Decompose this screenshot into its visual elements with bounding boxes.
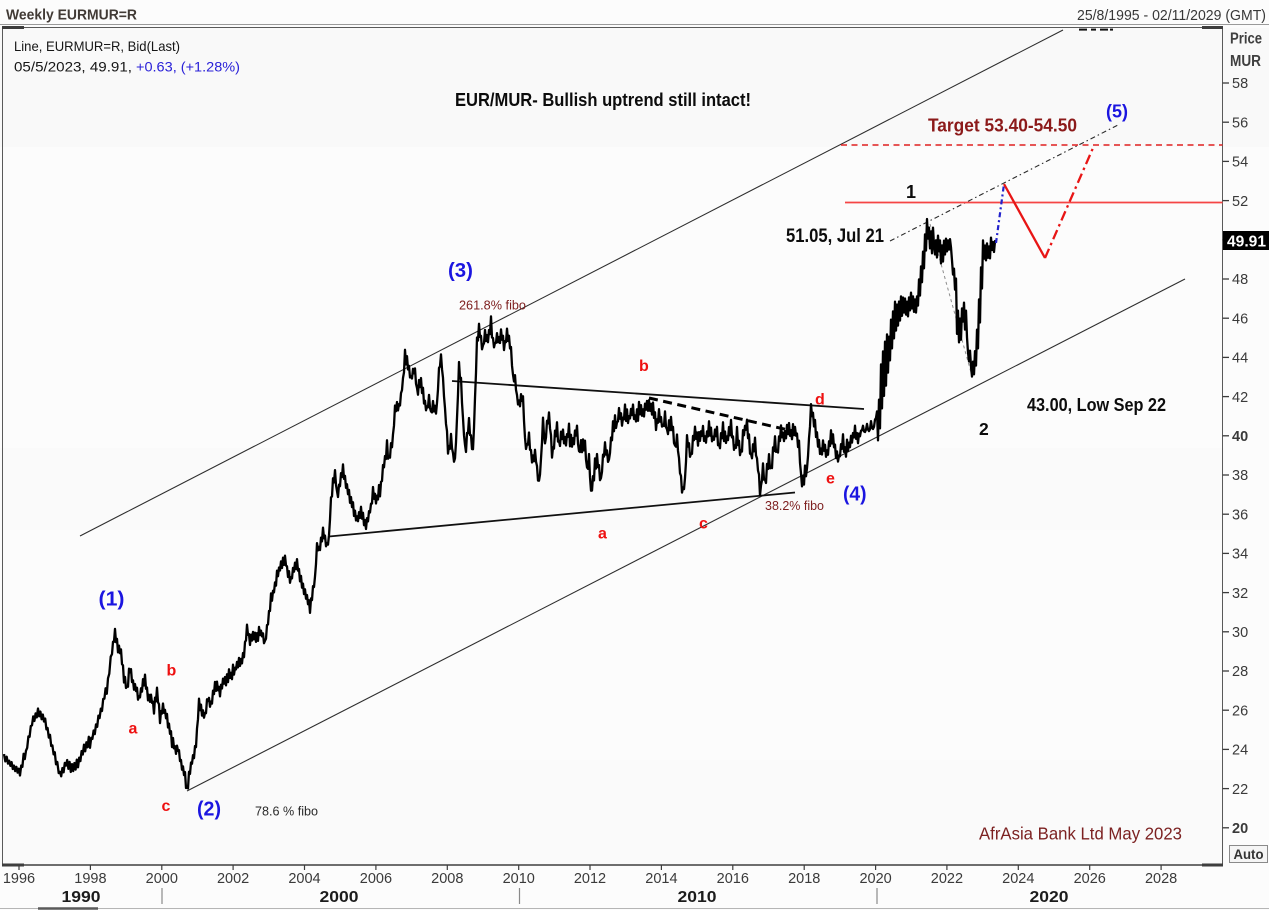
svg-text:1996: 1996 (3, 871, 35, 887)
svg-text:1: 1 (906, 182, 916, 202)
svg-text:c: c (699, 516, 708, 533)
svg-text:Price: Price (1230, 31, 1262, 48)
svg-text:2010: 2010 (678, 889, 717, 906)
svg-text:a: a (598, 526, 607, 543)
svg-text:(5): (5) (1106, 102, 1128, 122)
svg-text:78.6 % fibo: 78.6 % fibo (255, 805, 318, 819)
svg-text:2010: 2010 (503, 871, 535, 887)
svg-text:2020: 2020 (859, 871, 891, 887)
svg-text:1990: 1990 (62, 889, 101, 906)
svg-text:2022: 2022 (931, 871, 963, 887)
svg-text:51.05, Jul 21: 51.05, Jul 21 (786, 226, 884, 247)
svg-text:30: 30 (1232, 625, 1248, 641)
svg-text:42: 42 (1232, 390, 1248, 406)
svg-text:2016: 2016 (717, 871, 749, 887)
svg-text:Line, EURMUR=R, Bid(Last): Line, EURMUR=R, Bid(Last) (14, 38, 180, 54)
svg-text:2014: 2014 (645, 871, 677, 887)
svg-text:24: 24 (1232, 743, 1248, 759)
svg-text:1998: 1998 (74, 871, 106, 887)
svg-text:a: a (129, 721, 138, 738)
svg-text:32: 32 (1232, 586, 1248, 602)
svg-text:22: 22 (1232, 782, 1248, 798)
svg-text:2026: 2026 (1074, 871, 1106, 887)
svg-text:e: e (826, 471, 835, 488)
svg-text:2: 2 (979, 419, 989, 439)
svg-text:25/8/1995 - 02/11/2029 (GMT): 25/8/1995 - 02/11/2029 (GMT) (1077, 8, 1266, 24)
svg-text:2006: 2006 (360, 871, 392, 887)
svg-text:36: 36 (1232, 507, 1248, 523)
svg-text:(3): (3) (448, 260, 473, 282)
svg-text:2018: 2018 (788, 871, 820, 887)
svg-text:34: 34 (1232, 547, 1248, 563)
svg-text:2000: 2000 (146, 871, 178, 887)
svg-text:38.2% fibo: 38.2% fibo (765, 499, 824, 513)
svg-text:(1): (1) (99, 589, 125, 611)
svg-text:26: 26 (1232, 703, 1248, 719)
svg-text:AfrAsia Bank Ltd May 2023: AfrAsia Bank Ltd May 2023 (979, 824, 1182, 844)
svg-text:2004: 2004 (288, 871, 320, 887)
svg-text:54: 54 (1232, 155, 1248, 171)
svg-text:28: 28 (1232, 664, 1248, 680)
svg-text:2028: 2028 (1145, 871, 1177, 887)
svg-text:c: c (162, 798, 171, 815)
svg-text:49.91: 49.91 (1227, 234, 1266, 251)
svg-text:b: b (639, 358, 649, 375)
svg-text:43.00, Low Sep 22: 43.00, Low Sep 22 (1027, 394, 1166, 415)
svg-text:(2): (2) (197, 799, 221, 821)
svg-text:Weekly EURMUR=R: Weekly EURMUR=R (6, 8, 137, 24)
svg-text:+0.63, (+1.28%): +0.63, (+1.28%) (136, 59, 240, 75)
svg-text:b: b (167, 663, 177, 680)
svg-text:Target 53.40-54.50: Target 53.40-54.50 (928, 116, 1077, 136)
svg-text:40: 40 (1232, 429, 1248, 445)
svg-text:44: 44 (1232, 351, 1248, 367)
svg-text:261.8% fibo: 261.8% fibo (459, 299, 526, 313)
svg-text:2024: 2024 (1002, 871, 1034, 887)
svg-text:2020: 2020 (1030, 889, 1069, 906)
svg-text:(4): (4) (843, 484, 867, 506)
svg-text:2008: 2008 (431, 871, 463, 887)
svg-text:2002: 2002 (217, 871, 249, 887)
svg-text:46: 46 (1232, 311, 1248, 327)
svg-text:MUR: MUR (1230, 53, 1261, 70)
svg-text:05/5/2023, 49.91,: 05/5/2023, 49.91, (14, 59, 132, 75)
svg-text:58: 58 (1232, 76, 1248, 92)
svg-text:2000: 2000 (320, 889, 359, 906)
svg-text:2012: 2012 (574, 871, 606, 887)
svg-text:EUR/MUR- Bullish uptrend still: EUR/MUR- Bullish uptrend still intact! (455, 89, 751, 110)
svg-text:52: 52 (1232, 194, 1248, 210)
svg-text:Auto: Auto (1234, 846, 1264, 862)
svg-text:48: 48 (1232, 272, 1248, 288)
svg-text:56: 56 (1232, 115, 1248, 131)
svg-text:20: 20 (1232, 821, 1248, 837)
svg-text:d: d (815, 392, 825, 409)
svg-text:38: 38 (1232, 468, 1248, 484)
